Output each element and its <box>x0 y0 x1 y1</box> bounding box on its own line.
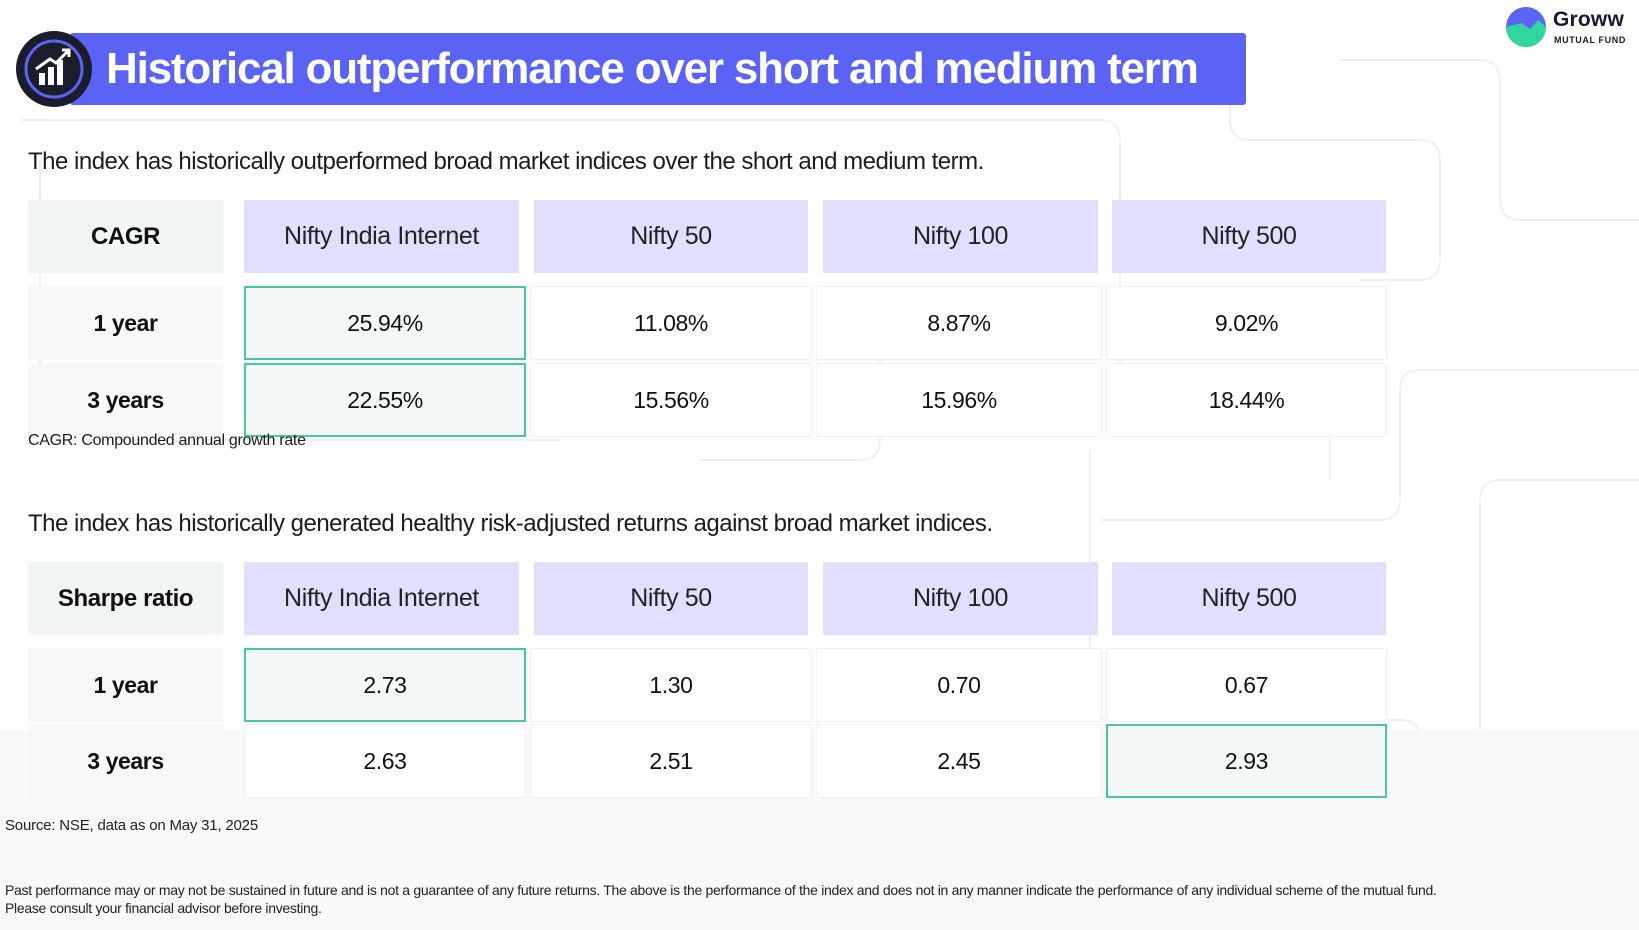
cagr-row-label-3-years: 3 years <box>28 363 223 437</box>
disclaimer-line-2: Please consult your financial advisor be… <box>5 900 322 916</box>
title-banner <box>70 33 1246 105</box>
cagr-1y-nifty-india-internet: 25.94% <box>244 286 526 360</box>
cagr-corner-header: CAGR <box>28 200 223 273</box>
cagr-col-nifty-100: Nifty 100 <box>823 200 1098 273</box>
chart-growth-icon <box>16 31 92 107</box>
sharpe-1y-nifty-500: 0.67 <box>1106 648 1387 722</box>
sharpe-col-nifty-india-internet: Nifty India Internet <box>244 562 519 635</box>
cagr-row-label-1-year: 1 year <box>28 286 223 360</box>
sharpe-col-nifty-50: Nifty 50 <box>534 562 808 635</box>
sharpe-3y-nifty-100: 2.45 <box>816 724 1102 798</box>
sharpe-subtitle: The index has historically generated hea… <box>28 510 993 537</box>
cagr-col-nifty-india-internet: Nifty India Internet <box>244 200 519 273</box>
logo-name: Groww <box>1553 8 1625 31</box>
groww-logo-icon <box>1506 7 1546 47</box>
sharpe-row-label-1-year: 1 year <box>28 648 223 722</box>
cagr-1y-nifty-50: 11.08% <box>530 286 812 360</box>
groww-logo: Groww MUTUAL FUND <box>1505 6 1635 50</box>
cagr-3y-nifty-500: 18.44% <box>1106 363 1387 437</box>
cagr-subtitle: The index has historically outperformed … <box>28 148 984 175</box>
sharpe-1y-nifty-100: 0.70 <box>816 648 1102 722</box>
cagr-1y-nifty-500: 9.02% <box>1106 286 1387 360</box>
sharpe-1y-nifty-india-internet: 2.73 <box>244 648 526 722</box>
cagr-3y-nifty-india-internet: 22.55% <box>244 363 526 437</box>
cagr-col-nifty-50: Nifty 50 <box>534 200 808 273</box>
page-title: Historical outperformance over short and… <box>106 44 1199 93</box>
cagr-3y-nifty-100: 15.96% <box>816 363 1102 437</box>
cagr-col-nifty-500: Nifty 500 <box>1112 200 1386 273</box>
logo-subtitle: MUTUAL FUND <box>1554 35 1626 45</box>
sharpe-1y-nifty-50: 1.30 <box>530 648 812 722</box>
sharpe-3y-nifty-india-internet: 2.63 <box>244 724 526 798</box>
sharpe-col-nifty-100: Nifty 100 <box>823 562 1098 635</box>
source-note: Source: NSE, data as on May 31, 2025 <box>5 817 258 834</box>
disclaimer-line-1: Past performance may or may not be susta… <box>5 882 1437 898</box>
cagr-3y-nifty-50: 15.56% <box>530 363 812 437</box>
cagr-footnote: CAGR: Compounded annual growth rate <box>28 432 306 449</box>
sharpe-3y-nifty-50: 2.51 <box>530 724 812 798</box>
cagr-1y-nifty-100: 8.87% <box>816 286 1102 360</box>
sharpe-row-label-3-years: 3 years <box>28 724 223 798</box>
sharpe-3y-nifty-500: 2.93 <box>1106 724 1387 798</box>
sharpe-corner-header: Sharpe ratio <box>28 562 223 635</box>
sharpe-col-nifty-500: Nifty 500 <box>1112 562 1386 635</box>
